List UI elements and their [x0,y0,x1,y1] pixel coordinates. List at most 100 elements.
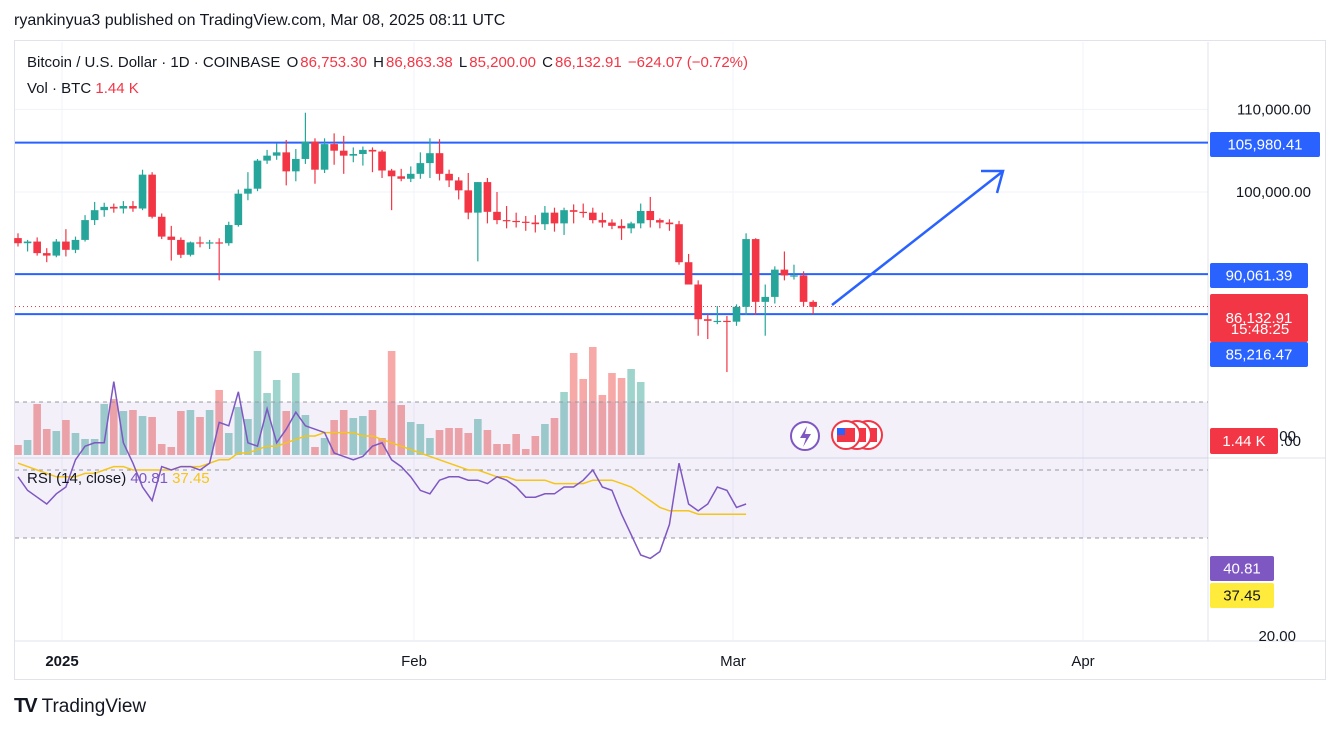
volume-bar [627,369,635,455]
volume-bar [90,439,99,455]
volume-bar [129,410,137,455]
high-value: 86,863.38 [386,54,453,71]
time-tick-label: 2025 [45,653,78,670]
candle-body [531,222,540,225]
close-value: 86,132.91 [555,54,622,71]
volume-axis-tick: .00 [1280,433,1301,450]
vol-label: Vol · BTC [27,80,92,97]
candle-body [809,301,817,307]
candle-body [157,216,166,237]
candle-body [311,141,319,170]
candle-body [426,153,434,164]
volume-bar [531,436,540,455]
volume-bar [454,428,463,455]
volume-bar [598,395,607,455]
volume-legend: Vol · BTC 1.44 K [27,80,139,97]
volume-bar [474,419,482,455]
candle-body [177,239,185,255]
horizontal-levels [15,141,1208,316]
rsi-pane [15,381,1208,560]
candlesticks [14,112,817,373]
grid-lines [15,42,1326,642]
volume-bars [14,347,645,455]
candle-body [694,284,702,320]
time-tick-label: Feb [401,653,427,670]
volume-bar [52,431,61,455]
candle-body [761,296,770,302]
annotations [790,169,1005,451]
volume-bar [282,411,291,455]
volume-bar [196,417,204,455]
vol-value: 1.44 K [95,80,139,97]
candle-body [569,210,578,212]
candle-body [129,206,137,209]
candle-body [234,193,243,226]
candle-body [406,173,415,179]
volume-bar [253,351,262,455]
candle-body [416,163,425,174]
candle-body [52,241,61,256]
countdown-label: 15:48:25 [1231,321,1289,338]
brand-name: TradingView [41,695,147,717]
volume-bar [579,379,588,455]
volume-bar [330,420,338,455]
level-badge-low-bg [1210,342,1308,367]
candle-body [665,222,674,225]
rsi-line [17,381,747,560]
rsi-ma-line [17,431,747,515]
volume-bar [378,438,386,455]
publish-line: ryankinyua3 published on TradingView.com… [14,12,506,29]
candle-body [723,320,731,323]
candle-body [751,239,760,302]
candle-body [167,236,176,240]
volume-bar [589,347,597,455]
volume-bar [349,418,358,455]
low-label: L [458,54,468,71]
symbol-label: Bitcoin / U.S. Dollar · 1D · COINBASE [27,54,281,71]
candle-body [387,170,396,177]
level-badge-mid: 90,061.39 [1226,268,1293,285]
candle-body [560,210,568,224]
candle-body [589,212,597,221]
candle-body [550,212,559,224]
volume-bar [157,444,166,455]
volume-bar [445,428,453,455]
volume-bar [263,393,271,455]
candle-body [627,223,635,229]
candle-body [110,206,118,209]
rsi-label: RSI (14, close) [27,470,127,487]
volume-bar [33,404,41,455]
volume-bar [406,422,415,455]
rsi-tick-label: 20.00 [1258,628,1296,645]
candle-body [23,241,32,244]
candle-body [474,182,482,213]
volume-bar [119,411,128,455]
footer-brand[interactable]: TV TradingView [14,695,146,718]
volume-bar [234,407,243,455]
candle-body [703,319,712,321]
chart-panel[interactable] [14,40,1326,680]
candle-body [541,212,549,225]
candle-body [742,239,750,307]
candle-body [502,220,511,222]
candle-body [732,306,741,322]
candle-body [636,210,645,224]
candle-body [359,149,367,155]
volume-bar [608,373,616,455]
candle-body [790,275,798,277]
volume-bar [569,353,578,455]
level-badge-mid-bg [1210,263,1308,288]
volume-bar [205,410,214,455]
price-tick-label: 100,000.00 [1236,184,1311,201]
candle-body [493,211,501,221]
rsi-value: 40.81 [130,470,168,487]
candle-body [186,242,195,255]
candle-body [320,144,329,170]
candle-body [780,269,789,276]
candle-body [656,220,664,223]
candle-body [378,151,386,171]
volume-bar [14,445,22,455]
candle-body [521,221,530,223]
